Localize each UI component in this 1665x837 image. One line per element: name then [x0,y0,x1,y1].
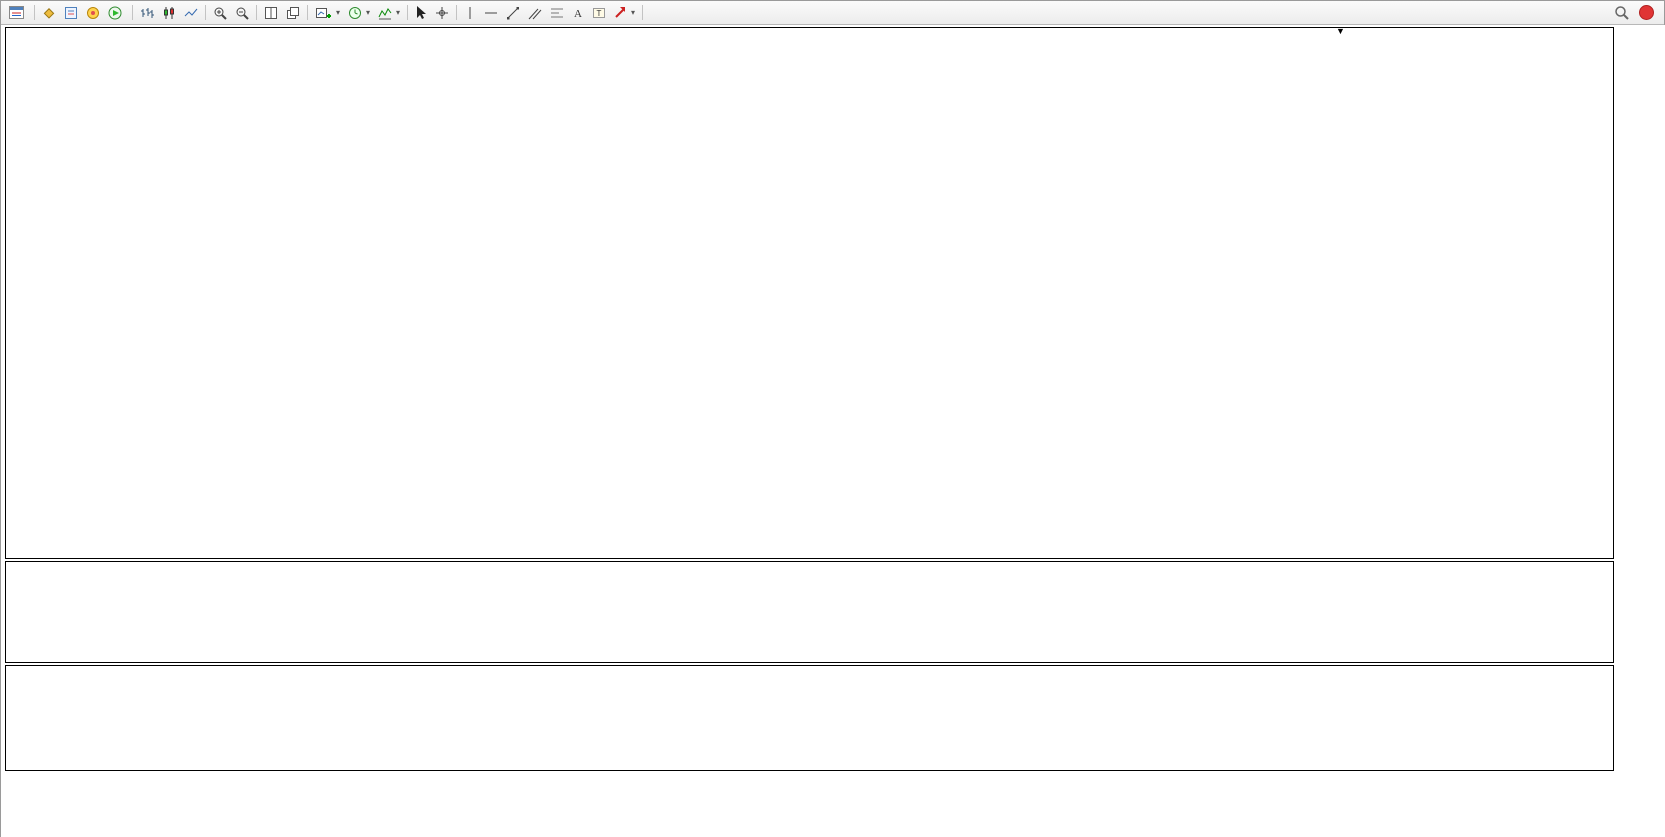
new-chart-button[interactable]: ▾ [311,3,344,23]
main-chart-panel[interactable]: ▼ [5,26,1614,559]
new-order-icon [9,6,24,19]
trendline-icon [506,6,520,20]
chevron-down-icon: ▾ [631,8,636,17]
bar-chart-button[interactable] [136,3,158,23]
new-chart-icon [315,6,332,20]
indicators-icon [378,6,392,20]
toolbar-separator [256,5,257,20]
search-icon [1614,5,1629,20]
svg-text:T: T [597,9,602,18]
market-watch-button[interactable] [38,3,60,23]
timeframe-h4-button[interactable] [717,4,729,22]
new-order-button[interactable] [5,3,31,23]
ohlc-header [11,31,31,42]
timeframe-mn-button[interactable] [759,4,771,22]
vertical-line-icon [465,6,475,20]
cascade-windows-button[interactable] [282,3,304,23]
navigator-icon [86,6,100,20]
rsi-plot[interactable] [6,666,1613,770]
chevron-down-icon: ▾ [366,8,371,17]
equidistant-channel-icon [528,6,542,20]
toolbar: ▾ ▾ ▾ A T ▾ [1,1,1664,25]
navigator-button[interactable] [82,3,104,23]
line-chart-icon [184,6,198,20]
candlestick-plot[interactable] [6,28,1613,558]
data-window-button[interactable] [60,3,82,23]
market-watch-icon [42,6,56,20]
timeframe-h1-button[interactable] [703,4,715,22]
indicators-button[interactable]: ▾ [374,3,404,23]
bar-chart-icon [140,6,154,20]
text-button[interactable]: A [568,3,588,23]
equidistant-channel-button[interactable] [524,3,546,23]
chart-area: ▼ [1,25,1665,837]
line-chart-button[interactable] [180,3,202,23]
zoom-in-icon [213,6,227,20]
horizontal-line-button[interactable] [480,3,502,23]
cursor-icon [415,5,427,20]
clock-icon [348,6,362,20]
macd-panel[interactable] [5,561,1614,663]
toolbar-separator [34,5,35,20]
macd-plot[interactable] [6,562,1613,662]
chevron-down-icon: ▾ [336,8,341,17]
arrows-shapes-button[interactable]: ▾ [610,3,639,23]
text-label-button[interactable]: T [588,3,610,23]
macd-label [11,564,26,575]
auto-trading-icon [108,6,122,20]
text-icon: A [572,6,584,20]
rsi-panel[interactable] [5,665,1614,771]
search-button[interactable] [1610,3,1633,23]
crosshair-button[interactable] [431,3,453,23]
trendline-button[interactable] [502,3,524,23]
tile-windows-button[interactable] [260,3,282,23]
timeframe-w1-button[interactable] [745,4,757,22]
toolbar-separator [132,5,133,20]
vertical-line-button[interactable] [460,3,480,23]
timeframe-m30-button[interactable] [689,4,701,22]
notification-badge[interactable] [1639,5,1654,20]
toolbar-separator [307,5,308,20]
timeframe-m1-button[interactable] [647,4,659,22]
toolbar-separator [642,5,644,20]
zoom-in-button[interactable] [209,3,231,23]
auto-trading-button[interactable] [104,3,129,23]
tile-windows-icon [264,6,278,20]
rsi-label [11,668,21,679]
toolbar-separator [407,5,409,20]
fibonacci-button[interactable] [546,3,568,23]
price-axis[interactable] [1615,27,1665,789]
time-axis[interactable] [5,773,1614,788]
candlestick-chart-button[interactable] [158,3,180,23]
horizontal-line-icon [484,8,498,18]
toolbar-separator [456,5,458,20]
crosshair-icon [435,6,449,20]
arrow-shape-icon [614,6,627,19]
candlestick-chart-icon [162,6,176,20]
zoom-out-icon [235,6,249,20]
svg-text:A: A [574,8,582,20]
timeframe-d1-button[interactable] [731,4,743,22]
text-label-icon: T [592,6,606,20]
timeframe-m5-button[interactable] [661,4,673,22]
price-shift-marker[interactable]: ▼ [1336,26,1345,36]
cursor-button[interactable] [411,3,431,23]
chevron-down-icon: ▾ [396,8,401,17]
zoom-out-button[interactable] [231,3,253,23]
period-button[interactable]: ▾ [344,3,374,23]
fibonacci-icon [550,6,564,20]
cascade-windows-icon [286,6,300,20]
data-window-icon [64,6,78,20]
timeframe-m15-button[interactable] [675,4,687,22]
toolbar-separator [205,5,206,20]
